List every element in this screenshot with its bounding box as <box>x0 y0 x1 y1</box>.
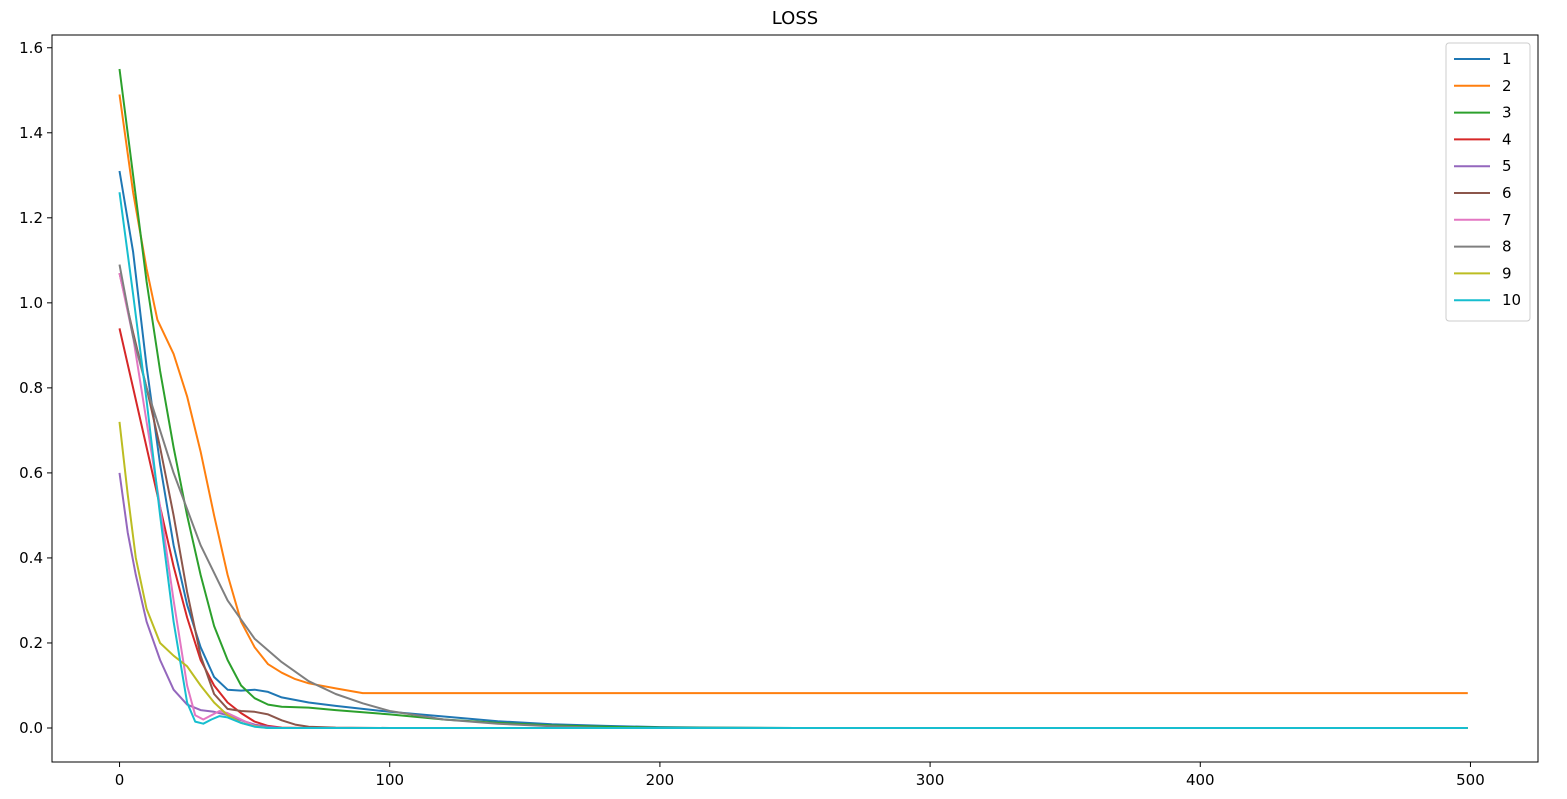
x-tick-label: 100 <box>375 771 404 789</box>
x-tick-label: 200 <box>646 771 675 789</box>
y-tick-label: 1.4 <box>19 124 43 142</box>
y-tick-label: 0.4 <box>19 549 43 567</box>
legend-label-8: 8 <box>1502 238 1512 256</box>
y-tick-label: 0.6 <box>19 464 43 482</box>
series-line-1 <box>118 170 1468 729</box>
y-tick-label: 1.2 <box>19 209 43 227</box>
series-line-4 <box>118 328 1468 729</box>
legend-label-1: 1 <box>1502 50 1512 68</box>
x-tick-label: 400 <box>1186 771 1215 789</box>
legend-box <box>1445 42 1531 322</box>
plot-area <box>118 68 1468 729</box>
legend-label-7: 7 <box>1502 211 1512 229</box>
legend-label-4: 4 <box>1502 130 1512 148</box>
x-tick-label: 500 <box>1456 771 1485 789</box>
legend-label-5: 5 <box>1502 157 1512 175</box>
series-line-6 <box>118 272 1468 729</box>
axes: 0 100 200 300 400 500 0.0 0.2 0.4 0.6 0.8 1.0 1.2 1.4… <box>19 34 1539 789</box>
y-tick-label: 0.8 <box>19 379 43 397</box>
x-tick-label: 0 <box>115 771 125 789</box>
chart-title: LOSS <box>772 8 818 29</box>
plot-frame <box>51 34 1539 763</box>
series-line-9 <box>118 421 1468 729</box>
x-tick-label: 300 <box>916 771 945 789</box>
y-tick-label: 1.0 <box>19 294 43 312</box>
y-tick-label: 0.0 <box>19 719 43 737</box>
series-line-8 <box>118 264 1468 729</box>
y-tick-label: 0.2 <box>19 634 43 652</box>
legend-label-3: 3 <box>1502 104 1512 122</box>
legend-label-9: 9 <box>1502 264 1512 282</box>
legend: 1 2 3 4 5 6 7 8 9 10 <box>1445 42 1531 322</box>
y-tick-label: 1.6 <box>19 39 43 57</box>
series-line-5 <box>118 472 1468 729</box>
legend-label-6: 6 <box>1502 184 1512 202</box>
series-line-2 <box>118 94 1468 695</box>
legend-label-10: 10 <box>1502 291 1521 309</box>
series-line-10 <box>118 192 1468 729</box>
series-line-3 <box>118 68 1468 729</box>
series-line-7 <box>118 272 1468 729</box>
legend-label-2: 2 <box>1502 77 1512 95</box>
